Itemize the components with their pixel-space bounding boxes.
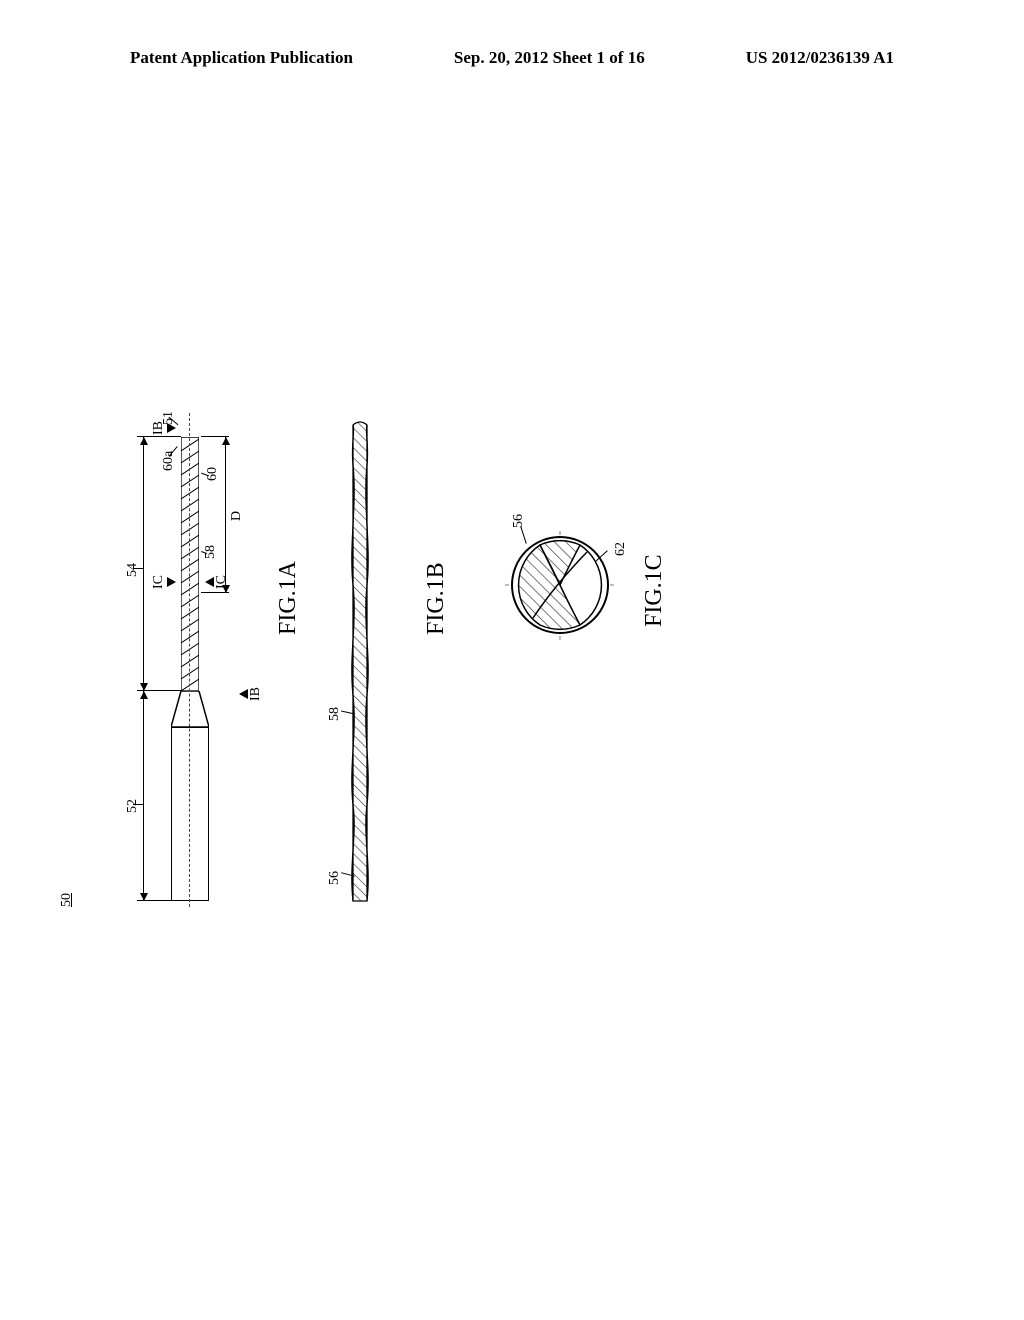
drill-taper xyxy=(171,691,209,727)
leader-line xyxy=(133,804,143,805)
ref-number-58: 58 xyxy=(327,707,343,721)
dimension-54 xyxy=(143,437,153,691)
ref-number-56: 56 xyxy=(511,514,527,528)
fig-1c-cross-section: 56 62 xyxy=(505,530,615,640)
page-header: Patent Application Publication Sep. 20, … xyxy=(0,48,1024,68)
figure-container: 50 52 54 IC IC IB IB xyxy=(65,415,825,905)
ref-letter-d: D xyxy=(229,511,245,521)
ref-number-50: 50 xyxy=(59,893,75,907)
arrow-up-icon xyxy=(239,689,248,699)
arrow-down-icon xyxy=(167,577,176,587)
ref-number-62: 62 xyxy=(613,542,629,556)
centerline xyxy=(189,413,190,907)
header-center: Sep. 20, 2012 Sheet 1 of 16 xyxy=(454,48,645,68)
section-label: IB xyxy=(248,687,263,701)
dimension-52 xyxy=(143,691,153,901)
drill-flute-body xyxy=(181,437,199,691)
arrow-up-icon xyxy=(205,577,214,587)
section-label: IC xyxy=(151,575,166,589)
drill-shank xyxy=(171,727,209,901)
header-left: Patent Application Publication xyxy=(130,48,353,68)
section-marker-ib-bottom: IB xyxy=(237,687,264,701)
caption-fig-1b: FIG.1B xyxy=(423,562,450,635)
leader-line xyxy=(133,568,143,569)
cross-section-svg xyxy=(505,530,615,640)
ref-number-54: 54 xyxy=(125,563,141,577)
caption-fig-1c: FIG.1C xyxy=(641,554,668,627)
ref-number-52: 52 xyxy=(125,799,141,813)
fig-1b-longitudinal-section: 56 58 xyxy=(335,415,385,905)
fig-1a-drill-side-view: 52 54 IC IC IB IB xyxy=(125,415,255,905)
caption-fig-1a: FIG.1A xyxy=(275,561,302,635)
drill-section-svg xyxy=(335,415,385,905)
header-right: US 2012/0236139 A1 xyxy=(746,48,894,68)
section-marker-ic-top: IC xyxy=(151,575,178,589)
